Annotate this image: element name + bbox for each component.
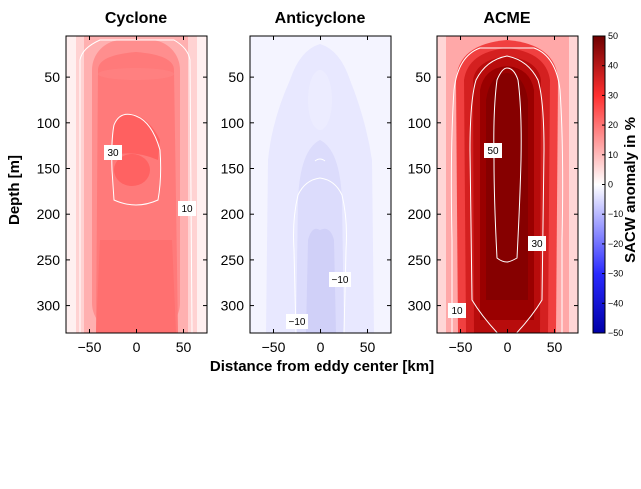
contour-label: 10 [451, 306, 463, 317]
x-axis-label: Distance from eddy center [km] [210, 358, 434, 375]
colorbar-tick-label: 50 [608, 31, 618, 41]
heatmap-cyclone: 30 10 [66, 36, 207, 333]
panel-anticyclone: Anticyclone −10 −10 [249, 10, 392, 334]
contour-label: 30 [107, 148, 119, 159]
colorbar-tick-label: 0 [608, 180, 613, 190]
y-tick-label: 200 [221, 206, 245, 222]
y-tick-label: 100 [221, 115, 245, 131]
x-tick-label: −50 [262, 339, 286, 355]
contour-label: 30 [531, 239, 543, 250]
y-tick-label: 150 [408, 161, 432, 177]
colorbar-tick-label: 20 [608, 120, 618, 130]
y-tick-label: 150 [37, 161, 61, 177]
x-tick-label: 0 [133, 339, 141, 355]
colorbar-tick-label: −50 [608, 328, 623, 338]
contour-label: −10 [289, 317, 306, 328]
y-tick-label: 300 [408, 298, 432, 314]
y-tick-label: 200 [37, 206, 61, 222]
colorbar-ticks: −50 −40 −30 −20 −10 0 10 20 30 40 50 [602, 31, 623, 338]
colorbar-tick-label: −30 [608, 269, 623, 279]
panel-acme: ACME 50 30 10 [436, 10, 579, 334]
contour-label: 10 [181, 204, 193, 215]
y-tick-label: 200 [408, 206, 432, 222]
colorbar-tick-label: −10 [608, 209, 623, 219]
heatmap-anticyclone: −10 −10 [250, 36, 391, 333]
y-tick-label: 250 [221, 252, 245, 268]
y-tick-label: 100 [37, 115, 61, 131]
y-tick-label: 150 [221, 161, 245, 177]
contour-label: −10 [332, 275, 349, 286]
y-tick-label: 50 [44, 69, 60, 85]
colorbar: −50 −40 −30 −20 −10 0 10 20 30 40 50 SACW anomaly … [592, 31, 639, 338]
panel-title-anticyclone: Anticyclone [275, 10, 366, 27]
y-axis-label: Depth [m] [6, 155, 23, 225]
x-tick-label: −50 [78, 339, 102, 355]
contour-label: 50 [487, 146, 499, 157]
colorbar-tick-label: 10 [608, 150, 618, 160]
x-tick-label: 0 [317, 339, 325, 355]
x-tick-label: 50 [176, 339, 192, 355]
y-tick-label: 250 [37, 252, 61, 268]
y-tick-label: 300 [37, 298, 61, 314]
panel-title-cyclone: Cyclone [105, 10, 167, 27]
colorbar-tick-label: −20 [608, 239, 623, 249]
colorbar-tick-label: 30 [608, 90, 618, 100]
y-tick-label: 50 [415, 69, 431, 85]
colorbar-tick-label: −40 [608, 298, 623, 308]
x-tick-label: 0 [504, 339, 512, 355]
panel-title-acme: ACME [483, 10, 530, 27]
x-tick-label: 50 [360, 339, 376, 355]
y-tick-label: 250 [408, 252, 432, 268]
x-tick-label: 50 [547, 339, 563, 355]
y-tick-label: 300 [221, 298, 245, 314]
panel-cyclone: Cyclone 30 10 [65, 10, 208, 334]
colorbar-label: SACW anomaly in % [622, 117, 639, 263]
heatmap-acme: 50 30 10 [437, 36, 578, 333]
y-tick-label: 50 [228, 69, 244, 85]
y-tick-label: 100 [408, 115, 432, 131]
x-tick-label: −50 [449, 339, 473, 355]
colorbar-tick-label: 40 [608, 61, 618, 71]
